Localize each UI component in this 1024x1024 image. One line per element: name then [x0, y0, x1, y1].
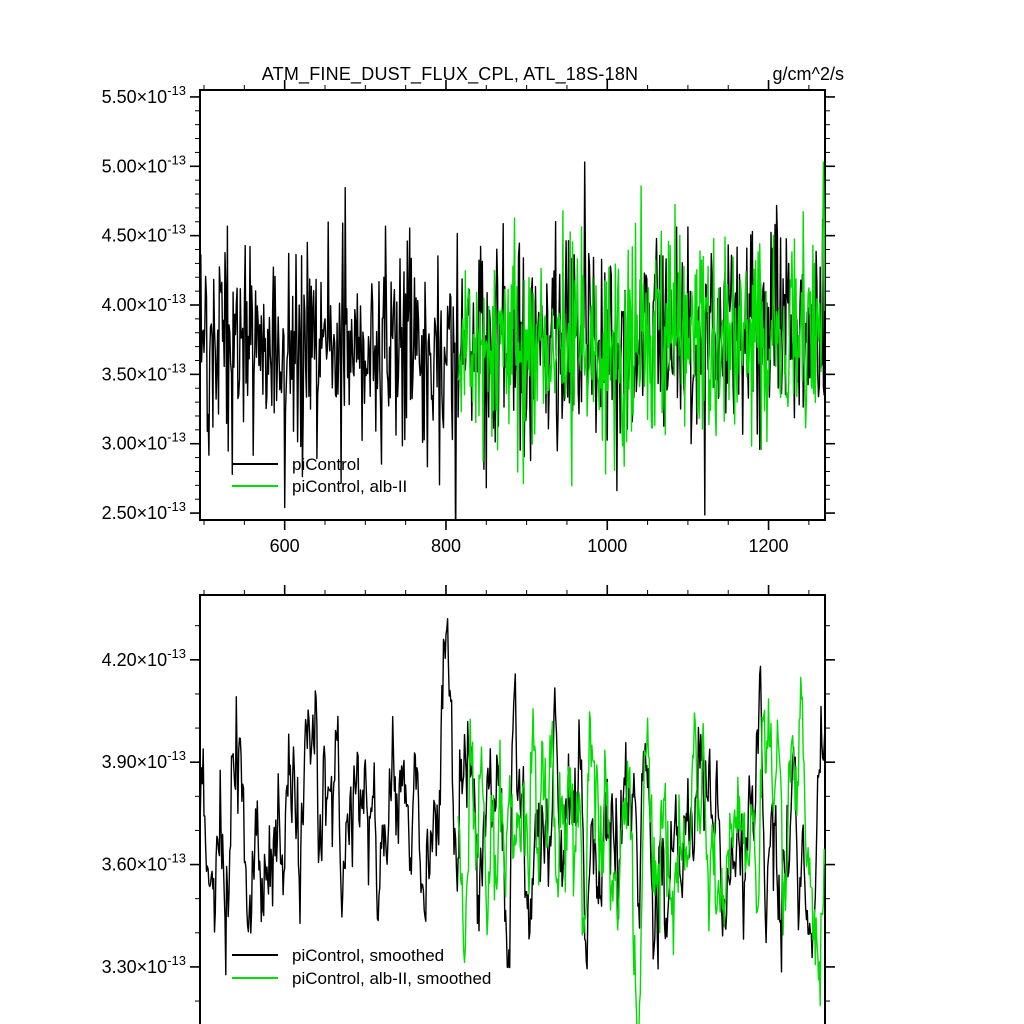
bottom-chart-canvas: 600800100012003.30×10-133.60×10-133.90×1… — [102, 585, 835, 1024]
chart-title: ATM_FINE_DUST_FLUX_CPL, ATL_18S-18N — [261, 64, 639, 84]
y-tick-label: 4.20×10-13 — [102, 646, 186, 670]
x-tick-label: 1000 — [587, 536, 627, 556]
x-tick-label: 1200 — [749, 536, 789, 556]
legend-label-picontrol-alb-ii-smoothed: piControl, alb-II, smoothed — [292, 969, 491, 988]
series-line-picontrol-alb-ii-smoothed — [457, 676, 825, 1024]
legend-label-picontrol-smoothed: piControl, smoothed — [292, 946, 444, 965]
axis-ticks — [190, 585, 835, 1002]
chart-units-label: g/cm^2/s — [772, 64, 844, 84]
bottom-smoothed-series-chart: 600800100012003.30×10-133.60×10-133.90×1… — [0, 560, 1024, 1024]
top-raw-series-chart: 600 800 1000 1200 2.50×10-13 3.00×10-13 3.50×1… — [102, 80, 835, 556]
y-tick-label: 4.50×10-13 — [102, 222, 186, 246]
y-tick-label: 3.30×10-13 — [102, 953, 186, 977]
y-tick-label: 2.50×10-13 — [102, 499, 186, 523]
legend-label-picontrol-alb-ii: piControl, alb-II — [292, 477, 407, 496]
series-group — [200, 618, 825, 1024]
y-tick-label: 3.60×10-13 — [102, 851, 186, 875]
y-tick-label: 5.00×10-13 — [102, 152, 186, 176]
series-line-picontrol-alb-ii — [457, 161, 825, 487]
x-tick-label: 600 — [270, 536, 300, 556]
x-tick-label: 800 — [431, 536, 461, 556]
series-group — [200, 161, 825, 520]
y-tick-label: 3.00×10-13 — [102, 430, 186, 454]
y-tick-label: 3.90×10-13 — [102, 748, 186, 772]
axis-ticks — [190, 80, 835, 530]
y-tick-label: 3.50×10-13 — [102, 360, 186, 384]
plot-frame — [199, 594, 826, 1024]
top-chart-canvas: 600 800 1000 1200 2.50×10-13 3.00×10-13 3.50×1… — [102, 80, 835, 556]
legend-label-picontrol: piControl — [292, 455, 360, 474]
y-tick-label: 5.50×10-13 — [102, 83, 186, 107]
y-tick-label: 4.00×10-13 — [102, 291, 186, 315]
